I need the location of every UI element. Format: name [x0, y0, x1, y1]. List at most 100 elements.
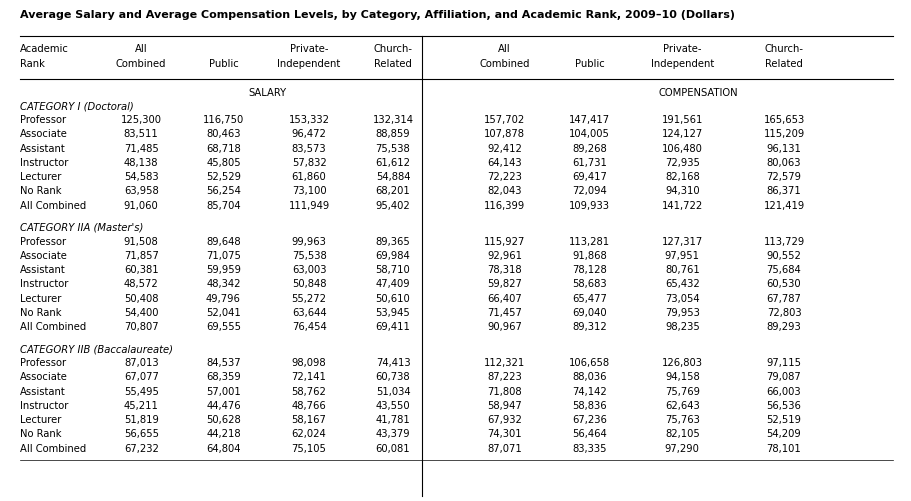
Text: 56,536: 56,536 [766, 401, 802, 411]
Text: 69,040: 69,040 [572, 308, 607, 318]
Text: 60,738: 60,738 [375, 372, 410, 382]
Text: 50,848: 50,848 [292, 280, 326, 290]
Text: Public: Public [575, 59, 604, 69]
Text: 94,310: 94,310 [665, 186, 700, 196]
Text: 67,787: 67,787 [766, 294, 802, 304]
Text: 116,750: 116,750 [203, 115, 244, 125]
Text: 68,359: 68,359 [206, 372, 241, 382]
Text: 72,223: 72,223 [487, 172, 522, 182]
Text: Combined: Combined [479, 59, 530, 69]
Text: 50,628: 50,628 [206, 415, 241, 425]
Text: 115,927: 115,927 [484, 237, 526, 247]
Text: 67,232: 67,232 [124, 443, 159, 453]
Text: 99,963: 99,963 [292, 237, 326, 247]
Text: 68,718: 68,718 [206, 144, 241, 154]
Text: 113,729: 113,729 [763, 237, 804, 247]
Text: Associate: Associate [20, 129, 67, 139]
Text: 58,762: 58,762 [292, 387, 326, 397]
Text: 87,071: 87,071 [487, 443, 522, 453]
Text: 106,658: 106,658 [568, 358, 610, 368]
Text: 71,457: 71,457 [487, 308, 522, 318]
Text: Instructor: Instructor [20, 158, 68, 168]
Text: 107,878: 107,878 [484, 129, 525, 139]
Text: 116,399: 116,399 [484, 200, 526, 210]
Text: Associate: Associate [20, 372, 67, 382]
Text: 106,480: 106,480 [661, 144, 702, 154]
Text: 157,702: 157,702 [484, 115, 526, 125]
Text: All Combined: All Combined [20, 200, 86, 210]
Text: Lecturer: Lecturer [20, 294, 61, 304]
Text: 43,550: 43,550 [375, 401, 410, 411]
Text: 94,158: 94,158 [665, 372, 700, 382]
Text: 58,947: 58,947 [487, 401, 522, 411]
Text: Private-: Private- [290, 44, 328, 54]
Text: Related: Related [765, 59, 803, 69]
Text: 55,495: 55,495 [124, 387, 159, 397]
Text: 191,561: 191,561 [661, 115, 703, 125]
Text: 51,819: 51,819 [124, 415, 159, 425]
Text: 48,342: 48,342 [206, 280, 241, 290]
Text: Assistant: Assistant [20, 144, 66, 154]
Text: 71,857: 71,857 [124, 251, 159, 261]
Text: 50,610: 50,610 [375, 294, 410, 304]
Text: 51,034: 51,034 [375, 387, 410, 397]
Text: 50,408: 50,408 [124, 294, 159, 304]
Text: 71,075: 71,075 [206, 251, 241, 261]
Text: 69,411: 69,411 [375, 322, 411, 332]
Text: CATEGORY IIA (Master's): CATEGORY IIA (Master's) [20, 222, 143, 232]
Text: 45,805: 45,805 [206, 158, 241, 168]
Text: 91,060: 91,060 [124, 200, 159, 210]
Text: 141,722: 141,722 [661, 200, 703, 210]
Text: 88,036: 88,036 [572, 372, 607, 382]
Text: Professor: Professor [20, 115, 66, 125]
Text: 66,407: 66,407 [487, 294, 522, 304]
Text: 127,317: 127,317 [661, 237, 703, 247]
Text: 126,803: 126,803 [661, 358, 702, 368]
Text: 96,472: 96,472 [292, 129, 326, 139]
Text: 56,254: 56,254 [206, 186, 241, 196]
Text: 90,552: 90,552 [766, 251, 802, 261]
Text: 70,807: 70,807 [124, 322, 159, 332]
Text: 73,054: 73,054 [665, 294, 700, 304]
Text: 52,519: 52,519 [766, 415, 802, 425]
Text: Professor: Professor [20, 237, 66, 247]
Text: 98,235: 98,235 [665, 322, 700, 332]
Text: Public: Public [209, 59, 239, 69]
Text: 48,572: 48,572 [124, 280, 159, 290]
Text: 54,583: 54,583 [124, 172, 159, 182]
Text: 78,128: 78,128 [572, 265, 607, 275]
Text: 109,933: 109,933 [568, 200, 610, 210]
Text: 111,949: 111,949 [289, 200, 330, 210]
Text: 57,001: 57,001 [206, 387, 241, 397]
Text: Church-: Church- [374, 44, 413, 54]
Text: 57,832: 57,832 [292, 158, 326, 168]
Text: 75,684: 75,684 [767, 265, 802, 275]
Text: 89,312: 89,312 [572, 322, 607, 332]
Text: Instructor: Instructor [20, 401, 68, 411]
Text: 75,538: 75,538 [375, 144, 410, 154]
Text: 75,538: 75,538 [292, 251, 326, 261]
Text: 97,290: 97,290 [665, 443, 700, 453]
Text: 132,314: 132,314 [373, 115, 414, 125]
Text: 74,413: 74,413 [375, 358, 410, 368]
Text: 55,272: 55,272 [292, 294, 326, 304]
Text: 71,808: 71,808 [487, 387, 522, 397]
Text: 45,211: 45,211 [124, 401, 159, 411]
Text: 69,555: 69,555 [206, 322, 241, 332]
Text: 61,612: 61,612 [375, 158, 411, 168]
Text: 59,827: 59,827 [487, 280, 522, 290]
Text: 88,859: 88,859 [375, 129, 410, 139]
Text: 87,223: 87,223 [487, 372, 522, 382]
Text: 60,381: 60,381 [124, 265, 159, 275]
Text: Academic: Academic [20, 44, 68, 54]
Text: 44,476: 44,476 [206, 401, 241, 411]
Text: Combined: Combined [116, 59, 167, 69]
Text: 80,063: 80,063 [767, 158, 802, 168]
Text: 89,293: 89,293 [767, 322, 802, 332]
Text: 96,131: 96,131 [766, 144, 802, 154]
Text: 72,141: 72,141 [292, 372, 326, 382]
Text: 54,209: 54,209 [767, 429, 802, 439]
Text: 68,201: 68,201 [375, 186, 410, 196]
Text: 60,081: 60,081 [375, 443, 410, 453]
Text: 89,365: 89,365 [375, 237, 410, 247]
